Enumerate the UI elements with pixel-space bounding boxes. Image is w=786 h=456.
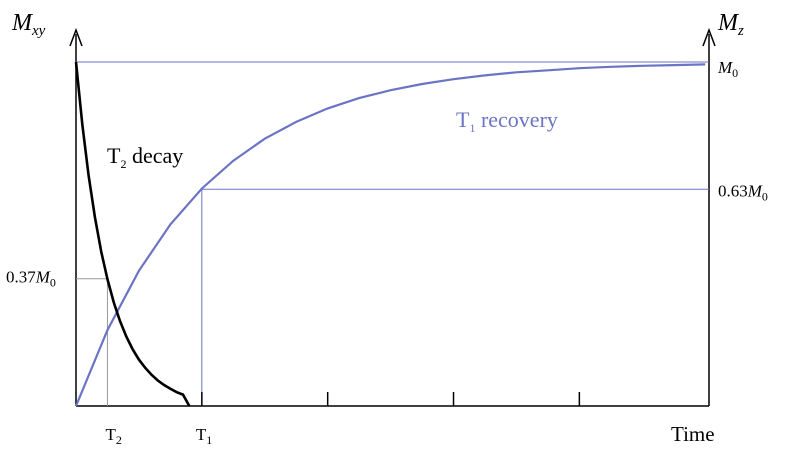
037m0-label: 0.37M0 [6, 268, 56, 290]
y-axis-right-arrow [702, 27, 716, 47]
y-right-title: Mz [717, 10, 744, 39]
y-left-title: Mxy [11, 10, 46, 39]
t2-decay-curve [74, 61, 191, 407]
t2-decay-label: T2 decay [107, 143, 183, 171]
x-ticks [201, 392, 581, 406]
y-axis-left-arrow [69, 27, 83, 47]
m0-label: M0 [717, 58, 738, 80]
x-tick-label-t2: T2 [105, 425, 121, 447]
t1-recovery-curve [74, 63, 706, 407]
063m0-label: 0.63M0 [718, 181, 768, 203]
x-tick-label-t1: T1 [196, 425, 212, 447]
t1-recovery-label: T1 recovery [456, 107, 558, 135]
x-axis-title: Time [671, 422, 715, 446]
